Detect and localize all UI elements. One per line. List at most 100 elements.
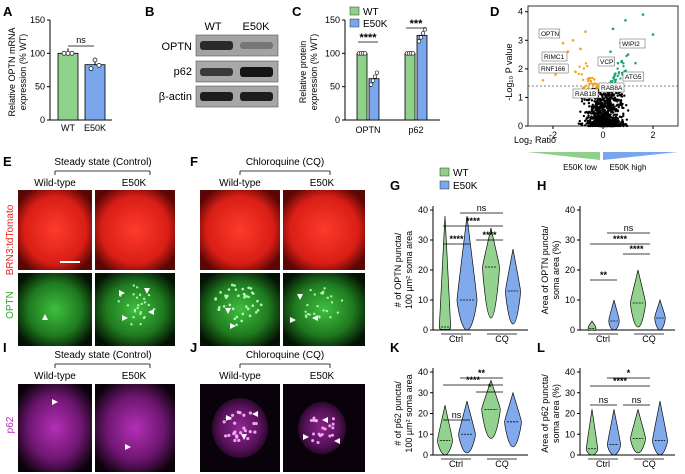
volcano-point — [597, 124, 601, 128]
volcano-point — [589, 76, 592, 80]
ytick-label: 20 — [418, 265, 428, 275]
arrowhead-icon — [230, 323, 236, 329]
volcano-point — [611, 27, 615, 31]
volcano-point — [614, 110, 617, 113]
panel-c-bar-WT-OPTN — [356, 52, 368, 121]
volcano-point — [602, 104, 606, 108]
panel-c-xlabel-optn: OPTN — [355, 125, 380, 135]
arrowhead-icon — [252, 411, 258, 417]
panel-b-row-p62: p62 — [174, 66, 192, 78]
volcano-point — [602, 118, 606, 122]
puncta — [253, 430, 257, 434]
volcano-point — [606, 97, 610, 100]
panel-b-row-actin: β-actin — [159, 91, 192, 103]
volcano-point — [586, 119, 589, 123]
volcano-point — [596, 86, 599, 90]
volcano-point — [588, 79, 591, 82]
gene-label-optn: OPTN — [541, 31, 559, 38]
row-label-magenta: p62 — [5, 416, 16, 433]
volcano-point — [616, 94, 619, 97]
gene-label-vcp: VCP — [600, 59, 613, 66]
violin — [438, 215, 452, 330]
sig-label: **** — [482, 230, 497, 240]
volcano-point — [608, 121, 611, 125]
volcano-point — [600, 119, 603, 123]
volcano-point — [612, 107, 615, 110]
sig-label: ns — [599, 395, 609, 405]
volcano-point — [582, 114, 586, 118]
volcano-point — [583, 119, 587, 123]
volcano-point — [606, 102, 609, 106]
row-label-red: BRN3:tdTomato — [5, 204, 16, 275]
volcano-point — [580, 100, 584, 103]
group-label-cq: CQ — [642, 459, 656, 469]
puncta — [136, 306, 139, 310]
volcano-point — [634, 61, 637, 65]
puncta — [256, 299, 259, 303]
puncta — [313, 312, 316, 316]
puncta — [328, 434, 332, 438]
puncta — [130, 323, 133, 326]
volcano-point — [586, 77, 589, 81]
panel-e-col-e50k: E50K — [122, 178, 147, 189]
puncta — [147, 293, 151, 297]
volcano-point — [607, 94, 610, 98]
puncta — [246, 307, 250, 311]
panel-letter-l: L — [537, 340, 545, 355]
puncta — [325, 309, 329, 313]
panel-c-ylabel-2: expression (% WT) — [309, 34, 319, 111]
panel-c-point — [370, 78, 376, 83]
puncta — [239, 431, 243, 435]
volcano-point — [614, 124, 617, 128]
panel-c-tick-label-0: 0 — [335, 115, 340, 125]
sig-label: ** — [600, 270, 608, 280]
puncta — [132, 284, 136, 287]
ytick-label: 10 — [418, 429, 428, 439]
puncta — [236, 410, 240, 414]
panel-e-col-wt: Wild-type — [34, 178, 76, 189]
gene-label-box — [597, 56, 615, 67]
panel-c-sig-optn: **** — [359, 32, 377, 44]
volcano-point — [590, 99, 594, 102]
volcano-point — [606, 112, 610, 115]
volcano-point — [600, 124, 604, 127]
volcano-point — [594, 123, 597, 126]
volcano-point — [604, 94, 608, 98]
panel-a-point-1 — [65, 50, 71, 56]
puncta — [137, 304, 140, 307]
volcano-point — [608, 96, 612, 99]
volcano-point — [591, 103, 595, 107]
volcano-point — [590, 107, 594, 110]
puncta — [224, 434, 228, 438]
panel-l-ylabel-1: Area of p62 puncta/ — [540, 374, 550, 453]
ytick-label: 20 — [565, 409, 575, 419]
puncta — [222, 420, 226, 424]
panel-d-ytick-label-0: 0 — [518, 121, 523, 131]
puncta — [233, 284, 236, 287]
volcano-point — [622, 124, 625, 128]
blot-actin — [195, 85, 279, 108]
puncta — [228, 303, 232, 307]
volcano-point — [587, 116, 590, 119]
puncta — [312, 432, 316, 436]
volcano-point — [593, 82, 596, 85]
puncta — [139, 312, 142, 316]
ytick-label: 0 — [570, 325, 575, 335]
ytick-label: 20 — [565, 265, 575, 275]
sig-label: **** — [449, 234, 464, 244]
volcano-point — [617, 98, 621, 102]
puncta — [139, 322, 142, 326]
panel-c-tick-label-2: 100 — [325, 48, 340, 58]
panel-d-ylabel: -Log₁₀ P value — [504, 43, 514, 100]
volcano-point — [616, 117, 620, 121]
volcano-point — [607, 105, 611, 108]
panel-c-point — [418, 35, 424, 40]
blot-optn — [195, 34, 279, 57]
panel-i-steady-state-p62: Steady state (Control) Wild-type E50K p6… — [5, 350, 175, 472]
panel-c-ylabel-1: Relative protein — [298, 41, 308, 104]
puncta — [246, 436, 250, 441]
panel-b-col-e50k: E50K — [243, 21, 271, 33]
volcano-point — [602, 116, 605, 119]
violin — [652, 400, 668, 456]
volcano-point — [584, 124, 587, 127]
